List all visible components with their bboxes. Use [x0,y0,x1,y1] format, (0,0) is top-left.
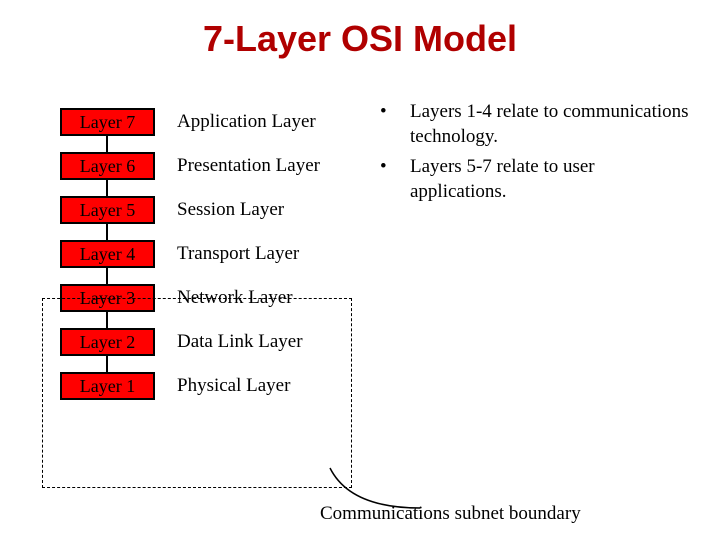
layer-label-3: Network Layer [177,287,293,309]
content-area: Layer 7 Application Layer Layer 6 Presen… [0,100,720,408]
layer-box-3: Layer 3 [60,284,155,312]
layer-box-5: Layer 5 [60,196,155,224]
bullet-text: Layers 1-4 relate to communications tech… [410,100,690,149]
layer-box-1: Layer 1 [60,372,155,400]
layer-label-7: Application Layer [177,111,316,133]
bullet-list: • Layers 1-4 relate to communications te… [380,100,690,408]
bullet-dot-icon: • [380,100,410,149]
layer-label-6: Presentation Layer [177,155,320,177]
layer-box-4: Layer 4 [60,240,155,268]
layer-row: Layer 1 Physical Layer [60,364,370,408]
subnet-caption: Communications subnet boundary [320,503,581,525]
layer-label-2: Data Link Layer [177,331,303,353]
layer-label-1: Physical Layer [177,375,290,397]
page-title: 7-Layer OSI Model [0,18,720,60]
layer-box-2: Layer 2 [60,328,155,356]
layer-stack: Layer 7 Application Layer Layer 6 Presen… [60,100,370,408]
layer-box-6: Layer 6 [60,152,155,180]
bullet-item: • Layers 5-7 relate to user applications… [380,155,690,204]
layer-label-5: Session Layer [177,199,284,221]
layer-box-7: Layer 7 [60,108,155,136]
layer-label-4: Transport Layer [177,243,299,265]
bullet-item: • Layers 1-4 relate to communications te… [380,100,690,149]
bullet-dot-icon: • [380,155,410,204]
bullet-text: Layers 5-7 relate to user applications. [410,155,690,204]
